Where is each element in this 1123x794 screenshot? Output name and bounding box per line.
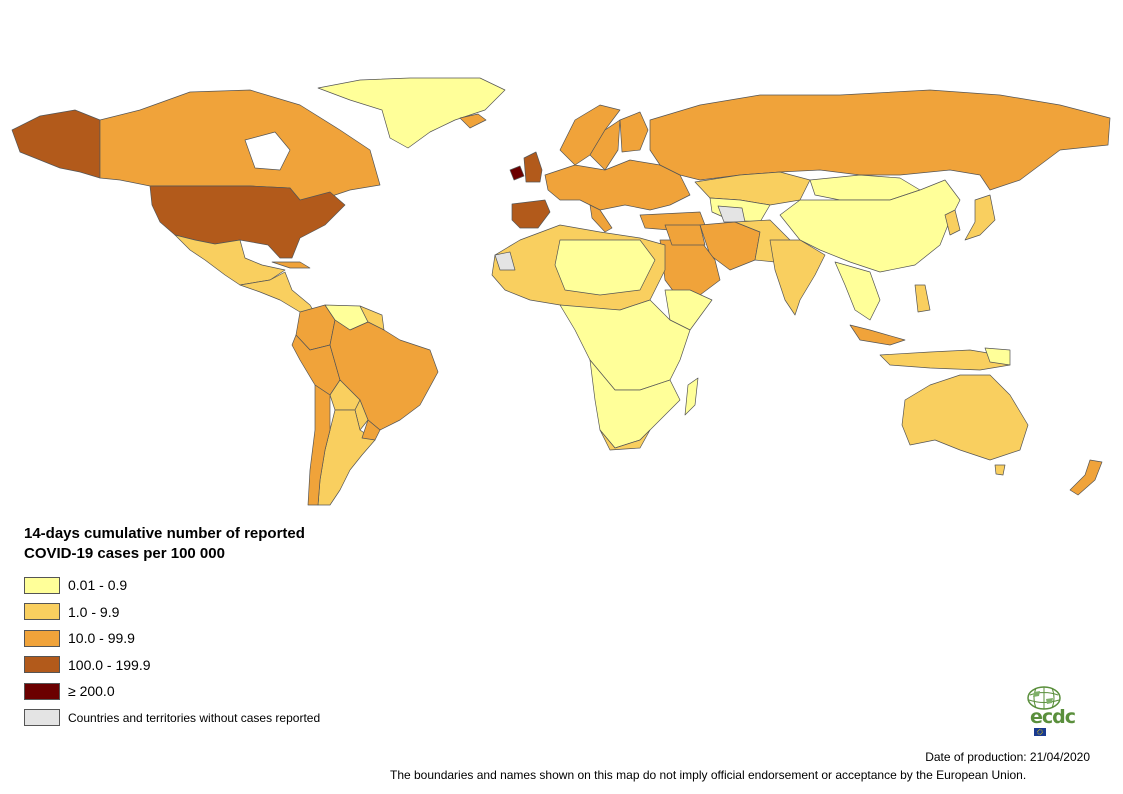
- region-sahel: [554, 239, 656, 296]
- region-alaska: [11, 109, 101, 179]
- legend-label: 1.0 - 9.9: [68, 603, 120, 620]
- region-norway: [559, 104, 621, 166]
- region-western-sahara: [494, 251, 516, 271]
- region-uk: [523, 151, 543, 183]
- region-southeast-asia: [834, 261, 881, 321]
- legend-swatch: [24, 682, 60, 700]
- legend-swatch: [24, 629, 60, 647]
- disclaimer: The boundaries and names shown on this m…: [390, 768, 1027, 782]
- region-png: [984, 347, 1011, 366]
- legend-label: Countries and territories without cases …: [68, 710, 321, 725]
- legend-item: 0.01 - 0.9: [24, 572, 354, 599]
- region-korea: [944, 209, 961, 236]
- ecdc-logo: ecdc: [1020, 686, 1080, 738]
- region-spain: [511, 199, 551, 229]
- legend-item: ≥ 200.0: [24, 678, 354, 705]
- legend-item: 1.0 - 9.9: [24, 599, 354, 626]
- region-canada: [99, 89, 381, 201]
- legend-swatch: [24, 603, 60, 621]
- region-hudson-bay: [244, 131, 291, 171]
- globe-icon: [1027, 686, 1061, 710]
- region-south-africa: [599, 429, 651, 451]
- region-sweden: [589, 119, 621, 171]
- legend-label: 0.01 - 0.9: [68, 577, 128, 594]
- region-horn-of-africa: [664, 289, 713, 331]
- region-japan: [964, 194, 996, 241]
- date-of-production: Date of production: 21/04/2020: [925, 750, 1090, 764]
- region-europe: [544, 159, 691, 211]
- legend-label: 100.0 - 199.9: [68, 656, 151, 673]
- legend-item: 100.0 - 199.9: [24, 652, 354, 679]
- region-india: [769, 239, 826, 316]
- logo-text: ecdc: [1030, 706, 1076, 728]
- region-uruguay: [361, 419, 381, 441]
- region-ireland: [509, 165, 525, 181]
- legend-label: ≥ 200.0: [68, 683, 115, 700]
- legend-label: 10.0 - 99.9: [68, 630, 135, 647]
- region-madagascar: [684, 377, 699, 416]
- region-iceland: [459, 113, 487, 129]
- region-greenland: [317, 77, 506, 149]
- region-malaysia: [849, 324, 906, 346]
- region-russia: [649, 89, 1111, 191]
- legend-swatch: [24, 656, 60, 674]
- world-map: [11, 77, 1111, 506]
- region-southern-africa: [589, 359, 681, 449]
- eu-flag-icon: [1034, 728, 1046, 736]
- region-finland: [619, 111, 649, 153]
- region-philippines: [914, 284, 931, 313]
- legend-item: 10.0 - 99.9: [24, 625, 354, 652]
- region-usa: [149, 185, 346, 259]
- region-caribbean: [271, 261, 311, 269]
- legend-title: 14-days cumulative number of reported CO…: [24, 525, 305, 562]
- region-turkmenistan: [717, 205, 746, 223]
- legend-swatch: [24, 709, 60, 727]
- legend-item: Countries and territories without cases …: [24, 705, 354, 732]
- legend: 14-days cumulative number of reported CO…: [24, 524, 354, 731]
- region-tasmania: [994, 464, 1006, 476]
- region-chile: [307, 384, 331, 506]
- region-new-zealand: [1069, 459, 1103, 496]
- region-iraq-syria: [664, 224, 706, 246]
- region-mexico: [174, 234, 286, 286]
- legend-swatch: [24, 576, 60, 594]
- region-italy: [589, 204, 613, 233]
- region-central-africa: [559, 299, 691, 391]
- region-australia: [901, 374, 1029, 461]
